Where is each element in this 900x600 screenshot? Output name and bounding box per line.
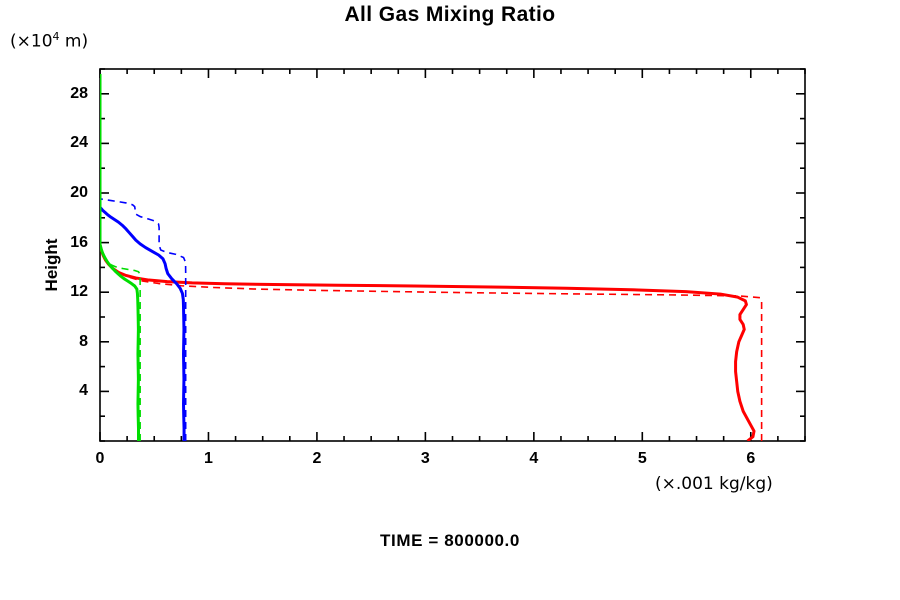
series-gas-1-dashed [100, 246, 763, 441]
x-axis-tick-label: 1 [204, 450, 213, 467]
y-axis-tick-label: 12 [70, 283, 88, 301]
data-series-group [100, 73, 763, 441]
y-axis-tick-label: 28 [70, 84, 88, 102]
y-axis-units-suffix: m) [59, 31, 89, 52]
x-axis-tick-label: 5 [637, 450, 647, 467]
y-axis-tick-label: 16 [70, 233, 88, 251]
series-gas-2-solid [100, 206, 186, 441]
plot-frame [99, 68, 806, 442]
x-axis-units-label: (×.001 kg/kg) [655, 474, 773, 494]
y-axis-tick-label: 20 [70, 184, 88, 201]
axes-group [99, 68, 806, 442]
y-axis-tick-label: 4 [79, 382, 88, 400]
page-title: All Gas Mixing Ratio [344, 3, 556, 26]
series-gas-3-dashed [100, 246, 141, 441]
y-axis-tick-label: 8 [79, 332, 88, 350]
series-gas-1-solid [100, 244, 756, 441]
x-axis-tick-label: 0 [95, 450, 105, 467]
series-gas-2-dashed [100, 198, 187, 441]
y-axis-tick-label: 24 [70, 134, 88, 152]
y-axis-units-prefix: (×10 [10, 31, 53, 52]
series-gas-3-solid [100, 73, 140, 441]
x-axis-tick-label: 6 [746, 450, 756, 467]
x-axis-tick-label: 3 [420, 450, 430, 467]
y-axis-units-label: (×104 m) [10, 30, 88, 52]
x-axis-tick-label: 4 [529, 450, 539, 467]
y-axis-units-exponent: 4 [52, 30, 60, 43]
x-axis-tick-label: 2 [312, 450, 322, 467]
time-label: TIME = 800000.0 [380, 531, 520, 550]
